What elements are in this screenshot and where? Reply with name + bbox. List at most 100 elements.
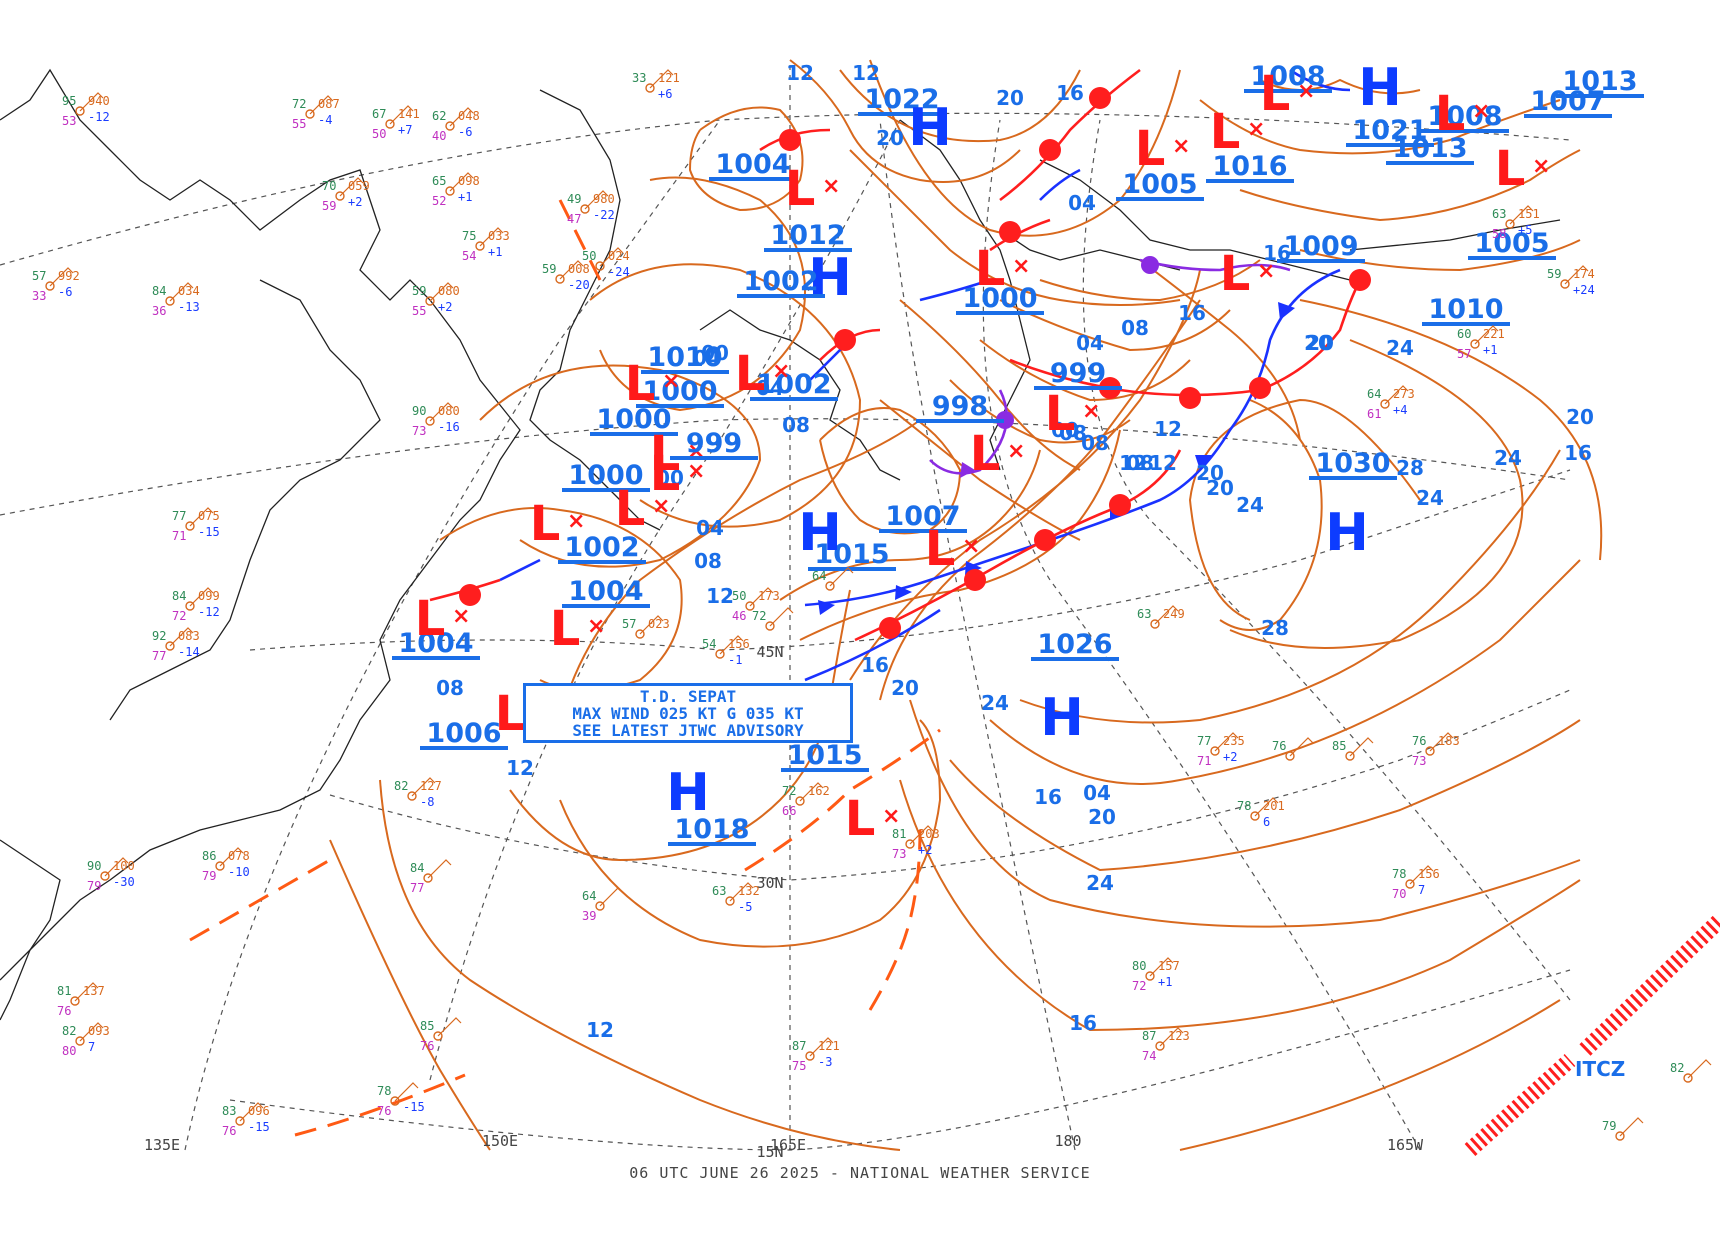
wind-barb: [74, 982, 99, 1002]
station-tendency: -3: [818, 1055, 832, 1069]
latlon-grid: [0, 65, 1571, 1151]
station-dewpoint: 73: [412, 424, 426, 438]
station-pressure: 221: [1483, 327, 1505, 341]
station-pressure: 132: [738, 884, 760, 898]
station-dewpoint: 80: [62, 1044, 76, 1058]
isobar-label: 16: [861, 653, 889, 677]
low-center-x-marker: ×: [1472, 99, 1490, 124]
advisory-storm-name: T.D. SEPAT: [639, 687, 737, 706]
tropical-depression-advisory-box: T.D. SEPAT MAX WIND 025 KT G 035 KT SEE …: [523, 683, 853, 743]
pressure-value-p1009: 1009: [1283, 231, 1358, 262]
isobar-label: 12: [786, 61, 814, 85]
wind-barb: [909, 825, 934, 845]
isobar-label: 12: [1119, 451, 1147, 475]
station-circle: [165, 641, 175, 651]
wind-barb: [239, 1102, 264, 1122]
isobar-label: 04: [693, 346, 721, 370]
station-dewpoint: 73: [892, 847, 906, 861]
station-temperature: 82: [394, 779, 408, 793]
station-dewpoint: 66: [782, 804, 796, 818]
station-circle: [445, 186, 455, 196]
station-pressure: 024: [608, 249, 630, 263]
pressure-value-p1004c: 1004: [398, 628, 473, 659]
isobar-label: 16: [1564, 441, 1592, 465]
station-circle: [1683, 1073, 1693, 1083]
isobar-label: 04: [756, 376, 784, 400]
low-pressure-symbol: L: [1135, 121, 1166, 177]
station-dewpoint: 39: [582, 909, 596, 923]
station-dewpoint: 57: [1457, 347, 1471, 361]
high-pressure-symbol: H: [666, 763, 710, 823]
station-tendency: -15: [403, 1100, 425, 1114]
station-dewpoint: 55: [412, 304, 426, 318]
isobar-label: 08: [782, 413, 810, 437]
station-temperature: 84: [152, 284, 166, 298]
station-circle: [215, 861, 225, 871]
isobar-label: 08: [436, 676, 464, 700]
station-circle: [1470, 339, 1480, 349]
station-dewpoint: 61: [1367, 407, 1381, 421]
isobar-label: 12: [706, 584, 734, 608]
station-tendency: -12: [198, 605, 220, 619]
wind-barb: [599, 887, 624, 907]
wind-barb: [1509, 205, 1534, 225]
wind-barb: [1384, 385, 1409, 405]
isobar-label: 16: [1034, 785, 1062, 809]
wind-barb: [449, 172, 474, 192]
isobar-label: 20: [1566, 405, 1594, 429]
pressure-value-p998: 998: [932, 391, 988, 422]
isobar-label: 08: [694, 549, 722, 573]
wind-barb: [219, 847, 244, 867]
station-temperature: 84: [410, 861, 424, 875]
lon-label-165w: 165W: [1387, 1136, 1424, 1154]
station-pressure: 033: [488, 229, 510, 243]
low-center-x-marker: ×: [1532, 154, 1550, 179]
low-center-x-marker: ×: [822, 174, 840, 199]
low-pressure-symbol: L: [615, 481, 646, 537]
troughs: [189, 199, 941, 1137]
station-circle: [1145, 971, 1155, 981]
isobar-label: 16: [1056, 81, 1084, 105]
station-pressure: 034: [178, 284, 200, 298]
low-center-x-marker: ×: [662, 369, 680, 394]
station-tendency: -6: [58, 285, 72, 299]
wind-barb: [1619, 1117, 1644, 1137]
station-circle: [75, 106, 85, 116]
wind-barb: [729, 882, 754, 902]
isobar-label: 20: [876, 126, 904, 150]
pressure-value-p1006: 1006: [426, 718, 501, 749]
isobar-label: 24: [1386, 336, 1414, 360]
isobar-label: 24: [1236, 493, 1264, 517]
low-pressure-symbol: L: [1435, 86, 1466, 142]
wind-barb: [1149, 957, 1174, 977]
station-tendency: -15: [198, 525, 220, 539]
station-temperature: 67: [372, 107, 386, 121]
low-pressure-symbol: L: [1045, 386, 1076, 442]
station-pressure: 121: [658, 71, 680, 85]
lat-label-30n: 30N: [756, 874, 783, 892]
low-center-x-marker: ×: [452, 604, 470, 629]
station-temperature: 54: [702, 637, 716, 651]
station-pressure: 137: [83, 984, 105, 998]
wind-barb: [599, 247, 624, 267]
wind-barb: [411, 777, 436, 797]
pressure-value-p1016: 1016: [1212, 151, 1287, 182]
station-tendency: -1: [728, 653, 742, 667]
pressure-value-p1000c: 1000: [568, 460, 643, 491]
station-temperature: 84: [172, 589, 186, 603]
station-tendency: +6: [658, 87, 672, 101]
low-pressure-symbol: L: [785, 161, 816, 217]
wind-barb: [1214, 732, 1239, 752]
wind-barb: [559, 260, 584, 280]
low-center-x-marker: ×: [1007, 439, 1025, 464]
pressure-value-p1000b: 1000: [596, 404, 671, 435]
station-temperature: 78: [1237, 799, 1251, 813]
isobar-label: 04: [1076, 331, 1104, 355]
station-dewpoint: 59: [322, 199, 336, 213]
low-pressure-symbol: L: [1260, 66, 1291, 122]
station-temperature: 65: [432, 174, 446, 188]
pressure-value-p1000d: 1000: [962, 283, 1037, 314]
station-temperature: 64: [582, 889, 596, 903]
wind-barb: [309, 95, 334, 115]
high-pressure-symbol: H: [908, 98, 952, 158]
